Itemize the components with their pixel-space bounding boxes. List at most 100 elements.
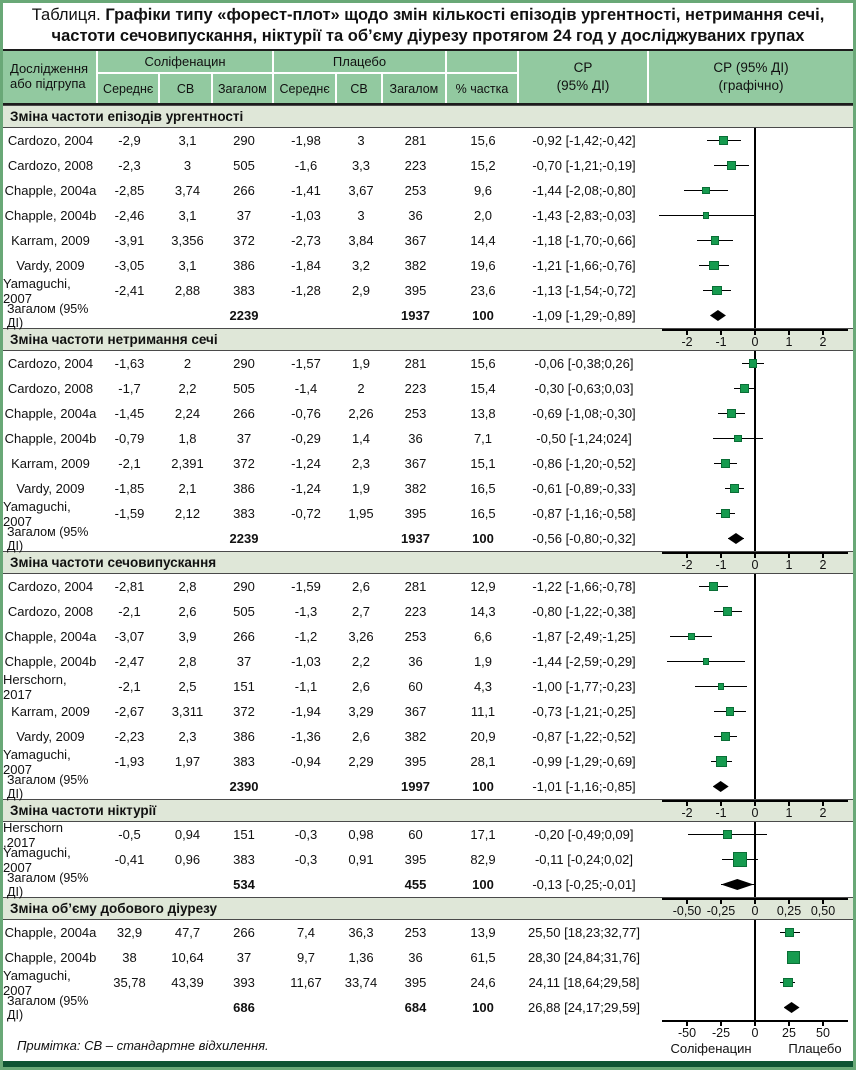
total-row: Загалом (95% ДІ) 534 455 100 -0,13 [-0,25;-0…	[3, 871, 853, 899]
sol-mean-cell: -0,41	[114, 852, 145, 867]
pla-total-cell: 253	[404, 183, 427, 198]
summary-diamond	[783, 1002, 800, 1013]
pla-mean-cell: -1,4	[294, 381, 318, 396]
weight-cell: 1,9	[473, 654, 493, 669]
section-band-plot-area: -2 -1 0 1 2	[649, 800, 853, 821]
zero-line	[754, 203, 756, 228]
sol-mean-cell: -1,63	[114, 356, 145, 371]
pla-mean-cell: -1,36	[291, 729, 321, 744]
sol-mean-cell	[98, 774, 161, 799]
axis-tick-label: 0,25	[776, 904, 802, 918]
pla-mean-cell: -1,6	[294, 158, 318, 173]
study-row: Karram, 2009 -3,91 3,356 372 -2,73 3,84 367 14,…	[3, 228, 853, 253]
axis-group-label-placebo: Плацебо	[788, 1041, 842, 1056]
study-name-cell: Yamaguchi, 2007	[3, 967, 71, 998]
forest-plot-cell	[649, 178, 853, 203]
study-name-cell: Chapple, 2004b	[4, 950, 97, 965]
weight-cell: 13,9	[470, 925, 496, 940]
study-name-cell: Chapple, 2004b	[4, 208, 97, 223]
pla-total-cell: 36	[408, 208, 423, 223]
zero-line	[754, 872, 756, 897]
col-header-pla-mean: Середнє	[274, 74, 338, 103]
effect-ci-cell: -1,00 [-1,77;-0,23]	[532, 679, 636, 694]
sol-mean-cell: 38	[122, 950, 137, 965]
col-header-sol-mean: Середнє	[98, 74, 161, 103]
effect-marker	[720, 509, 730, 518]
pla-sd-cell: 3,3	[351, 158, 371, 173]
sol-sd-cell: 43,39	[171, 975, 204, 990]
zero-line	[754, 501, 756, 526]
axis-tick	[788, 800, 790, 806]
weight-cell: 9,6	[473, 183, 493, 198]
sol-sd-cell	[161, 526, 214, 551]
pla-sd-cell: 2,3	[351, 456, 371, 471]
study-row: Chapple, 2004a -1,45 2,24 266 -0,76 2,26 253 13…	[3, 401, 853, 426]
sol-total-cell: 290	[233, 579, 255, 594]
zero-line	[754, 674, 756, 699]
weight-header-spacer	[447, 51, 517, 74]
plot-header-line1: СР (95% ДІ)	[713, 60, 789, 76]
pla-sd-cell: 3,29	[348, 704, 374, 719]
sol-mean-cell: -2,47	[114, 654, 145, 669]
pla-sd-cell: 3	[357, 133, 365, 148]
sol-total-cell: 383	[233, 852, 255, 867]
weight-cell: 13,8	[470, 406, 496, 421]
axis-tick-label: 2	[819, 806, 827, 820]
forest-plot-cell	[649, 920, 853, 945]
pla-sd-cell: 2,2	[351, 654, 371, 669]
zero-line	[754, 574, 756, 599]
section-band: Зміна частоти ніктурії -2 -1 0 1 2	[3, 799, 853, 822]
forest-plot-cell	[649, 699, 853, 724]
study-name-cell: Vardy, 2009	[16, 258, 85, 273]
effect-ci-cell: -1,01 [-1,16;-0,85]	[532, 779, 636, 794]
axis-tick	[754, 552, 756, 558]
axis-tick-label: 1	[785, 558, 793, 572]
pla-total-cell: 1937	[401, 308, 430, 323]
sol-total-cell: 266	[233, 925, 255, 940]
sol-mean-cell: -2,81	[114, 579, 145, 594]
effect-ci-cell: -0,87 [-1,22;-0,52]	[532, 729, 636, 744]
weight-cell: 7,1	[473, 431, 493, 446]
study-name-cell: Chapple, 2004b	[4, 431, 97, 446]
summary-diamond	[721, 879, 754, 890]
effect-ci-cell: -1,13 [-1,54;-0,72]	[532, 283, 636, 298]
effect-ci-cell: 25,50 [18,23;32,77]	[527, 925, 641, 940]
section-band-plot-area: -0,50 -0,25 0 0,25 0,50	[649, 898, 853, 919]
sol-sd-cell: 3,74	[174, 183, 201, 198]
sol-sd-cell: 1,8	[178, 431, 197, 446]
pla-sd-cell: 1,9	[351, 481, 371, 496]
effect-ci-cell: -0,69 [-1,08;-0,30]	[532, 406, 636, 421]
study-row: Chapple, 2004b -0,79 1,8 37 -0,29 1,4 36 7,1 -0,…	[3, 426, 853, 451]
pla-sd-cell	[338, 774, 384, 799]
section-title: Зміна частоти епізодів ургентності	[10, 109, 244, 124]
axis-tick-label: 1	[785, 335, 793, 349]
study-name-cell: Vardy, 2009	[16, 729, 85, 744]
study-row: Yamaguchi, 2007 -2,41 2,88 383 -1,28 2,9 395 23…	[3, 276, 853, 306]
section-title: Зміна частоти ніктурії	[10, 803, 157, 818]
sol-mean-cell: -1,59	[114, 506, 145, 521]
bottom-axis: Соліфенацин Плацебо -50 -25 0 25 50	[649, 1020, 853, 1061]
axis-tick	[686, 898, 688, 904]
sol-sd-cell: 0,94	[174, 827, 201, 842]
effect-marker	[709, 260, 719, 271]
forest-plot-cell	[649, 774, 853, 799]
study-name-cell: Karram, 2009	[11, 233, 90, 248]
sol-total-cell: 266	[233, 406, 255, 421]
weight-cell: 11,1	[470, 704, 496, 719]
sol-sd-cell: 3,1	[178, 258, 197, 273]
pla-mean-cell: -0,72	[291, 506, 321, 521]
sol-mean-cell: -1,93	[114, 754, 145, 769]
sol-total-cell: 37	[236, 654, 252, 669]
plot-header-line2: (графічно)	[718, 78, 784, 93]
sol-total-cell: 37	[236, 950, 252, 965]
sol-mean-cell: -2,3	[118, 158, 141, 173]
pla-mean-cell	[274, 995, 338, 1020]
forest-plot-cell	[649, 749, 853, 774]
effect-ci-cell: -0,86 [-1,20;-0,52]	[532, 456, 636, 471]
effect-marker	[721, 459, 731, 468]
forest-plot-cell	[649, 203, 853, 228]
total-row: Загалом (95% ДІ) 2390 1997 100 -1,01 [-1,16;…	[3, 773, 853, 801]
sol-mean-cell	[98, 872, 161, 897]
forest-plot-cell	[649, 253, 853, 278]
axis-tick-label: 0	[751, 806, 759, 820]
